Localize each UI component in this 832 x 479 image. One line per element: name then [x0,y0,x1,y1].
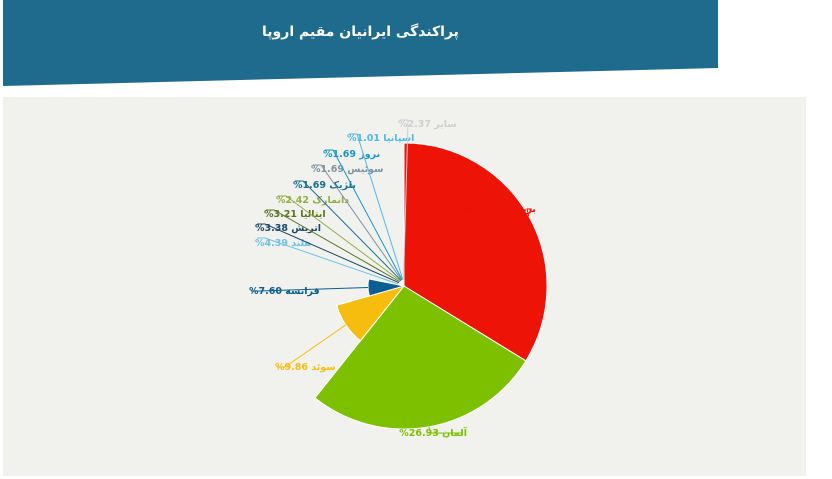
leader-line [278,195,401,282]
data-label: آلمان 26.93% [399,426,468,439]
header-banner-shape [3,0,718,86]
leader-line [325,149,403,281]
page-title: پراکندگی ایرانیان مقیم اروپا [262,24,459,40]
leader-line [266,209,401,283]
leader-line [400,119,409,281]
data-label: فرانسه 7.60% [249,286,320,297]
data-label: ایتالیا 3.21% [264,209,326,220]
pie-slice [403,142,548,362]
data-label: سوئیس 1.69% [311,164,383,175]
header-background [3,0,718,86]
leader-line [277,324,347,368]
leader-line [257,223,400,284]
data-label: دانمارک 2.42% [276,195,349,206]
pie-slice [336,285,406,342]
data-label: هلند 4.39% [255,238,312,249]
data-label: اتریش 3.38% [255,223,321,234]
data-label: بلژیک 1.69% [293,180,356,191]
data-label: سایر 2.37% [398,119,457,130]
data-label: بریتانیا 33.77% [462,204,536,215]
leader-line [313,164,403,281]
data-label: سوئد 9.86% [275,362,336,373]
leader-line [295,180,402,282]
leader-line [349,133,404,281]
chart-panel: بریتانیا 33.77% آلمان 26.93% سوئد 9.86% فرا… [3,97,806,476]
leader-line [251,286,369,292]
leader-line [526,208,532,217]
data-label: نروژ 1.69% [323,149,380,160]
leader-line [257,237,399,285]
header-banner: پراکندگی ایرانیان مقیم اروپا [3,0,718,86]
data-label: اسپانیا 1.01% [347,133,414,144]
pie-chart: بریتانیا 33.77% آلمان 26.93% سوئد 9.86% فرا… [249,119,548,439]
pie-slice [314,285,527,430]
leader-line [428,426,463,434]
